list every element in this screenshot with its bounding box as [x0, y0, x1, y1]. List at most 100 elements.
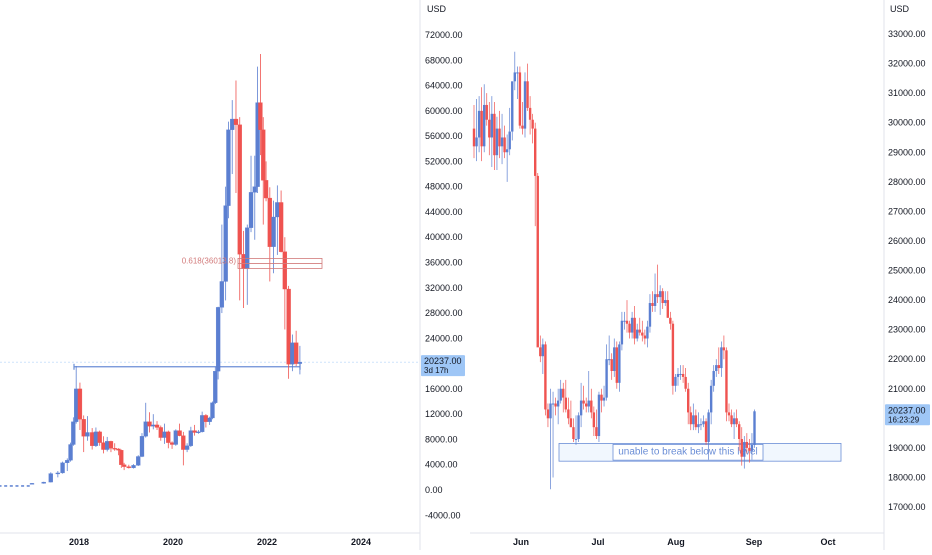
- daily-candle-body[interactable]: [613, 347, 616, 372]
- daily-candle-body[interactable]: [740, 439, 743, 457]
- daily-candle-body[interactable]: [697, 424, 700, 428]
- weekly-candle-body[interactable]: [41, 481, 46, 484]
- daily-candle-body[interactable]: [620, 320, 624, 345]
- daily-candle-body[interactable]: [503, 137, 506, 153]
- weekly-candle-body[interactable]: [162, 431, 167, 438]
- daily-candle-body[interactable]: [722, 347, 726, 351]
- weekly-candle-body[interactable]: [105, 441, 110, 450]
- daily-candle-body[interactable]: [477, 110, 481, 138]
- daily-candle-body[interactable]: [495, 128, 499, 156]
- daily-candle-body[interactable]: [513, 72, 516, 82]
- weekly-chart-panel[interactable]: 2018 2020 2022 2024 0.618(36013.8): [0, 0, 421, 550]
- daily-candle-body[interactable]: [544, 344, 547, 410]
- weekly-candle-body[interactable]: [101, 442, 106, 450]
- weekly-candle-body[interactable]: [169, 442, 175, 445]
- daily-candle-body[interactable]: [615, 347, 618, 383]
- weekly-candle-body[interactable]: [55, 472, 60, 475]
- daily-candle-body[interactable]: [546, 409, 550, 419]
- weekly-candle-body[interactable]: [237, 124, 242, 255]
- daily-candle-body[interactable]: [607, 359, 611, 361]
- weekly-candle-body[interactable]: [267, 197, 272, 247]
- daily-candle-body[interactable]: [569, 418, 573, 428]
- daily-candle-body[interactable]: [669, 317, 672, 324]
- daily-candle-body[interactable]: [518, 72, 522, 126]
- daily-candle-body[interactable]: [559, 388, 562, 401]
- daily-candle-body[interactable]: [483, 104, 486, 147]
- daily-candle-body[interactable]: [595, 427, 598, 437]
- daily-candle-body[interactable]: [549, 403, 552, 419]
- daily-candle-body[interactable]: [493, 113, 496, 156]
- weekly-candle-body[interactable]: [65, 460, 70, 463]
- daily-candle-body[interactable]: [638, 329, 641, 333]
- daily-candle-body[interactable]: [689, 412, 692, 425]
- daily-candle-body[interactable]: [475, 137, 478, 147]
- daily-candle-body[interactable]: [605, 359, 608, 398]
- weekly-candle-body[interactable]: [93, 431, 99, 446]
- weekly-candle-body[interactable]: [143, 421, 148, 437]
- daily-candle-body[interactable]: [505, 149, 509, 153]
- weekly-candle-body[interactable]: [81, 419, 86, 437]
- daily-candle-body[interactable]: [704, 421, 708, 442]
- daily-candle-body[interactable]: [526, 81, 529, 108]
- weekly-candle-body[interactable]: [112, 448, 117, 450]
- weekly-candle-body[interactable]: [166, 431, 171, 443]
- daily-candle-body[interactable]: [618, 344, 621, 383]
- weekly-candle-body[interactable]: [147, 421, 152, 427]
- daily-candle-body[interactable]: [531, 119, 534, 129]
- daily-candle-body[interactable]: [633, 317, 636, 339]
- weekly-candle-body[interactable]: [263, 180, 269, 199]
- daily-candle-body[interactable]: [541, 344, 545, 357]
- daily-candle-body[interactable]: [709, 385, 713, 413]
- weekly-candle-body[interactable]: [108, 441, 114, 449]
- weekly-candle-body[interactable]: [207, 417, 212, 422]
- daily-candle-body[interactable]: [641, 332, 644, 336]
- daily-candle-body[interactable]: [554, 403, 557, 407]
- weekly-candle-body[interactable]: [158, 427, 163, 438]
- weekly-candle-body[interactable]: [116, 448, 121, 451]
- daily-candle-body[interactable]: [590, 400, 593, 413]
- weekly-candle-body[interactable]: [74, 388, 79, 422]
- daily-candle-body[interactable]: [651, 303, 654, 306]
- weekly-candle-body[interactable]: [226, 129, 231, 206]
- weekly-candle-body[interactable]: [293, 342, 299, 364]
- weekly-candle-body[interactable]: [139, 436, 145, 457]
- daily-candle-body[interactable]: [743, 441, 746, 457]
- daily-candle-body[interactable]: [574, 439, 578, 441]
- weekly-candle-body[interactable]: [68, 444, 73, 461]
- daily-candle-body[interactable]: [511, 81, 514, 132]
- weekly-candle-body[interactable]: [297, 361, 303, 364]
- weekly-candle-body[interactable]: [71, 421, 76, 445]
- weekly-candle-body[interactable]: [219, 281, 225, 308]
- daily-candle-body[interactable]: [661, 291, 664, 304]
- daily-candle-body[interactable]: [676, 373, 680, 377]
- daily-candle-body[interactable]: [521, 125, 524, 129]
- daily-candle-body[interactable]: [587, 400, 590, 407]
- daily-candle-body[interactable]: [488, 119, 491, 138]
- daily-candle-body[interactable]: [498, 128, 501, 147]
- weekly-candle-body[interactable]: [196, 431, 201, 434]
- daily-candle-body[interactable]: [753, 411, 756, 445]
- weekly-candle-body[interactable]: [121, 464, 127, 467]
- daily-candle-body[interactable]: [735, 418, 738, 425]
- weekly-candle-body[interactable]: [290, 342, 295, 365]
- daily-candle-body[interactable]: [551, 403, 555, 405]
- daily-candle-body[interactable]: [508, 131, 511, 150]
- weekly-candle-body[interactable]: [131, 465, 136, 469]
- daily-candle-body[interactable]: [694, 415, 698, 428]
- daily-candle-body[interactable]: [732, 418, 736, 425]
- weekly-candle-body[interactable]: [177, 430, 182, 436]
- daily-candle-body[interactable]: [684, 376, 687, 389]
- daily-candle-body[interactable]: [648, 303, 652, 327]
- weekly-candle-body[interactable]: [126, 466, 131, 469]
- weekly-candle-body[interactable]: [48, 473, 53, 483]
- daily-candle-body[interactable]: [715, 365, 718, 372]
- daily-candle-body[interactable]: [720, 347, 723, 369]
- daily-candle-body[interactable]: [602, 397, 606, 401]
- daily-candle-body[interactable]: [674, 376, 677, 386]
- weekly-candle-body[interactable]: [192, 430, 197, 433]
- daily-candle-body[interactable]: [564, 397, 567, 410]
- weekly-candle-body[interactable]: [210, 402, 215, 419]
- daily-candle-body[interactable]: [572, 427, 575, 440]
- daily-candle-body[interactable]: [692, 415, 695, 425]
